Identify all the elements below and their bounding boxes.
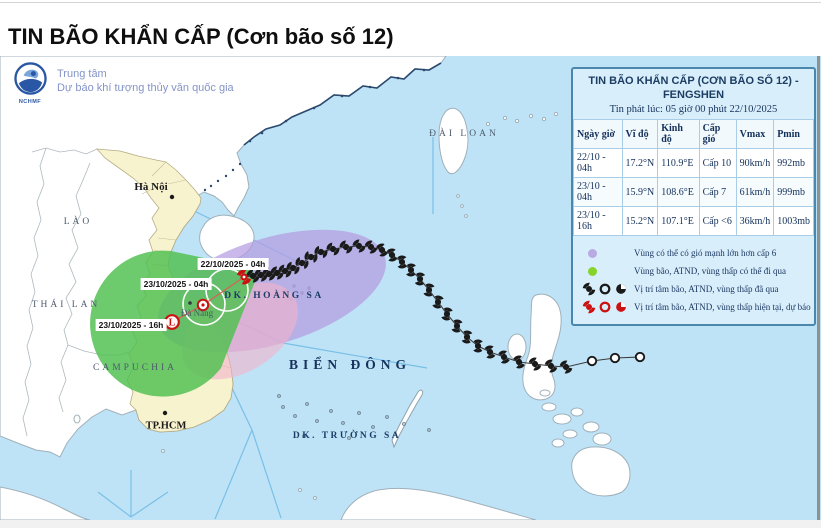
legend-row: Vùng có thể có gió mạnh lớn hơn cấp 6: [577, 244, 810, 262]
city-markers: [162, 194, 192, 416]
track-line-past: [243, 245, 641, 368]
map-right-border: [817, 56, 820, 520]
depression-icon: [599, 301, 611, 313]
track-date-label-2: 23/10/2025 - 04h: [140, 278, 212, 290]
table-cell: 110.9°E: [657, 148, 700, 178]
nchmf-logo-icon: [13, 62, 47, 95]
table-header-cell: Cấp gió: [698, 119, 737, 149]
storm-data-table: Ngày giờ Vĩ độ Kinh độ Cấp gió Vmax Pmin 22/10…: [573, 119, 814, 236]
map-label-thailand: THÁI LAN: [31, 300, 101, 310]
map-label-hcmc: TP.HCM: [145, 420, 187, 432]
forecast-depression-center: [201, 303, 205, 307]
cone-zone-dot-icon: [588, 266, 597, 276]
table-cell: 17.2°N: [621, 148, 659, 178]
info-panel-title: TIN BÃO KHẨN CẤP (CƠN BÃO SỐ 12) - FENGS…: [573, 69, 814, 104]
table-cell: 108.6°E: [657, 177, 700, 207]
table-cell: 999mb: [773, 177, 814, 207]
table-cell: 61km/h: [735, 177, 775, 207]
low-area-icon: [616, 302, 626, 312]
table-header-cell: Vĩ độ: [621, 119, 659, 149]
info-panel-title-line1: TIN BÃO KHẨN CẤP (CƠN BÃO SỐ 12) -: [588, 75, 799, 87]
legend-label: Vị trí tâm bão, ATND, vùng thấp đã qua: [634, 284, 779, 294]
legend-label: Vùng có thể có gió mạnh lớn hơn cấp 6: [634, 248, 777, 258]
table-row: 23/10 - 16h 15.2°N 107.1°E Cấp <6 36km/h 1003…: [573, 206, 814, 236]
nchmf-logo-text: NCHMF: [18, 99, 42, 105]
past-depression-point: [586, 355, 598, 367]
table-header-cell: Kinh độ: [657, 119, 700, 149]
agency-name: Trung tâm Dự báo khí tượng thủy văn quốc…: [57, 62, 234, 95]
past-depression-point: [609, 352, 621, 364]
legend-row: Vị trí tâm bão, ATND, vùng thấp đã qua: [577, 280, 810, 298]
agency-branding: NCHMF Trung tâm Dự báo khí tượng thủy vă…: [12, 62, 234, 105]
low-area-icon: [616, 284, 626, 294]
table-cell: 22/10 - 04h: [573, 148, 623, 178]
wind-zone-dot-icon: [588, 248, 597, 258]
table-cell: 107.1°E: [657, 206, 700, 236]
table-cell: 1003mb: [773, 206, 814, 236]
table-header-cell: Pmin: [773, 119, 814, 149]
top-divider: [0, 2, 821, 3]
nchmf-logo: NCHMF: [12, 62, 48, 105]
agency-name-line1: Trung tâm: [57, 68, 107, 80]
track-date-label-1: 22/10/2025 - 04h: [197, 258, 269, 270]
table-cell: 23/10 - 16h: [573, 206, 623, 236]
typhoon-icon: [582, 300, 596, 314]
map-label-cambodia: CAMPUCHIA: [92, 363, 178, 373]
table-row: 23/10 - 04h 15.9°N 108.6°E Cấp 7 61km/h 999mb: [573, 177, 814, 207]
legend-symbol-past-symbols: [577, 282, 634, 296]
map-label-spratly: DK. TRƯỜNG SA: [292, 431, 402, 441]
map-legend: Vùng có thể có gió mạnh lớn hơn cấp 6 Vùn…: [573, 242, 814, 324]
agency-name-line2: Dự báo khí tượng thủy văn quốc gia: [57, 82, 234, 94]
legend-symbol-purple-dot: [577, 248, 634, 258]
table-cell: 36km/h: [735, 206, 775, 236]
bottom-strip: [0, 520, 821, 528]
legend-label: Vùng bão, ATND, vùng thấp có thể đi qua: [634, 266, 786, 276]
table-cell: Cấp <6: [698, 206, 737, 236]
legend-row: Vị trí tâm bão, ATND, vùng thấp hiện tại…: [577, 298, 811, 316]
table-cell: 23/10 - 04h: [573, 177, 623, 207]
page-title: TIN BÃO KHẨN CẤP (Cơn bão số 12): [8, 23, 394, 49]
depression-icon: [599, 283, 611, 295]
past-depression-point: [634, 351, 646, 363]
table-cell: Cấp 10: [698, 148, 737, 178]
map-label-taiwan: ĐÀI LOAN: [429, 129, 499, 139]
map-label-east-sea: BIỂN ĐÔNG: [289, 357, 411, 372]
info-panel-title-line2: FENGSHEN: [662, 89, 725, 101]
forecast-low-letter: L: [169, 318, 176, 329]
legend-row: Vùng bão, ATND, vùng thấp có thể đi qua: [577, 262, 810, 280]
track-date-label-3: 23/10/2025 - 16h: [95, 319, 167, 331]
table-row: 22/10 - 04h 17.2°N 110.9°E Cấp 10 90km/h 992m…: [573, 148, 814, 178]
typhoon-icon: [582, 282, 596, 296]
info-panel: TIN BÃO KHẨN CẤP (CƠN BÃO SỐ 12) - FENGS…: [571, 67, 816, 326]
table-cell: 15.2°N: [621, 206, 659, 236]
current-typhoon-center: [242, 275, 246, 279]
table-cell: 90km/h: [735, 148, 775, 178]
map-label-danang: Đà Nẵng: [180, 308, 214, 318]
table-cell: 15.9°N: [621, 177, 659, 207]
table-cell: 992mb: [773, 148, 814, 178]
legend-symbol-green-dot: [577, 266, 634, 276]
legend-symbol-forecast-symbols: [577, 300, 634, 314]
legend-label: Vị trí tâm bão, ATND, vùng thấp hiện tại…: [634, 302, 811, 312]
storm-map: L NCHMF Trung tâm Dự báo khí tượng thủy …: [0, 56, 821, 520]
storm-track: L: [164, 239, 646, 374]
table-header-cell: Vmax: [735, 119, 775, 149]
table-cell: Cấp 7: [698, 177, 737, 207]
map-label-paracel: DK. HOÀNG SA: [224, 291, 324, 301]
info-panel-issued: Tin phát lúc: 05 giờ 00 phút 22/10/2025: [609, 104, 778, 115]
table-header-cell: Ngày giờ: [573, 119, 623, 149]
map-label-laos: LÀO: [63, 217, 93, 227]
map-label-hanoi: Hà Nội: [134, 181, 168, 193]
